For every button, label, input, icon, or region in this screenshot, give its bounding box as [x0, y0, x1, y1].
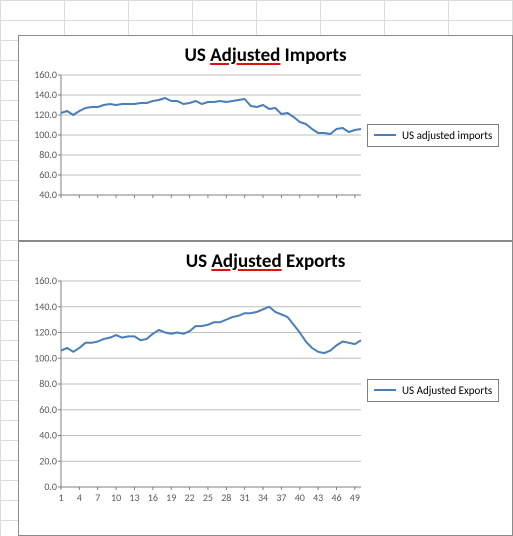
- svg-text:140.0: 140.0: [34, 300, 57, 313]
- svg-text:19: 19: [166, 491, 176, 504]
- svg-text:40: 40: [295, 491, 305, 504]
- legend-swatch-icon: [374, 389, 396, 391]
- spreadsheet-area: US Adjusted Imports 40.060.080.0100.0120…: [0, 0, 513, 536]
- svg-text:0.0: 0.0: [44, 480, 57, 493]
- title-post: Exports: [282, 250, 346, 273]
- svg-text:4: 4: [77, 491, 82, 504]
- svg-text:25: 25: [203, 491, 213, 504]
- svg-text:34: 34: [258, 491, 268, 504]
- chart-imports[interactable]: US Adjusted Imports 40.0 60.0 80.0 100.0 120…: [18, 35, 513, 241]
- svg-text:16: 16: [148, 491, 158, 504]
- plot-exports: 0.0 20.0 40.0 60.0 80.0 100.0 120.0 140.0 160.0 1…: [19, 275, 367, 505]
- title-underlined: Adjusted: [210, 44, 280, 67]
- chart-title-exports: US Adjusted Exports: [19, 250, 512, 273]
- legend-exports: US Adjusted Exports: [367, 379, 499, 402]
- title-pre: US: [186, 250, 212, 273]
- legend-swatch-icon: [374, 134, 396, 136]
- svg-text:22: 22: [185, 491, 195, 504]
- svg-text:100.0: 100.0: [34, 351, 57, 364]
- svg-text:28: 28: [221, 491, 231, 504]
- title-post: Imports: [280, 44, 346, 67]
- svg-text:160.0: 160.0: [34, 275, 57, 287]
- svg-text:120.0: 120.0: [34, 326, 57, 339]
- svg-text:40.0: 40.0: [39, 429, 57, 442]
- svg-text:100.0: 100.0: [34, 128, 57, 141]
- svg-text:80.0: 80.0: [39, 148, 57, 161]
- chart-body-imports: 40.0 60.0 80.0 100.0 120.0 140.0 160.0 US adju…: [19, 69, 512, 201]
- svg-text:43: 43: [313, 491, 323, 504]
- legend-label: US adjusted imports: [402, 129, 492, 142]
- svg-text:80.0: 80.0: [39, 377, 57, 390]
- chart-exports[interactable]: US Adjusted Exports 0.0 20.0 40.0 60.0 80.0 1…: [18, 241, 513, 536]
- svg-text:10: 10: [111, 491, 121, 504]
- svg-text:60.0: 60.0: [39, 403, 57, 416]
- svg-text:13: 13: [129, 491, 139, 504]
- title-underlined: Adjusted: [211, 250, 281, 273]
- svg-text:60.0: 60.0: [39, 168, 57, 181]
- legend-label: US Adjusted Exports: [402, 384, 492, 397]
- svg-text:46: 46: [331, 491, 341, 504]
- chart-body-exports: 0.0 20.0 40.0 60.0 80.0 100.0 120.0 140.0 160.0 1…: [19, 275, 512, 505]
- svg-text:7: 7: [95, 491, 100, 504]
- title-pre: US: [184, 44, 210, 67]
- legend-imports: US adjusted imports: [367, 124, 499, 147]
- svg-text:40.0: 40.0: [39, 188, 57, 201]
- plot-imports: 40.0 60.0 80.0 100.0 120.0 140.0 160.0: [19, 69, 367, 201]
- svg-text:160.0: 160.0: [34, 69, 57, 81]
- chart-title-imports: US Adjusted Imports: [19, 44, 512, 67]
- svg-text:37: 37: [276, 491, 286, 504]
- svg-text:140.0: 140.0: [34, 88, 57, 101]
- svg-text:49: 49: [350, 491, 360, 504]
- svg-text:120.0: 120.0: [34, 108, 57, 121]
- svg-text:20.0: 20.0: [39, 454, 57, 467]
- svg-text:1: 1: [58, 491, 63, 504]
- svg-text:31: 31: [240, 491, 250, 504]
